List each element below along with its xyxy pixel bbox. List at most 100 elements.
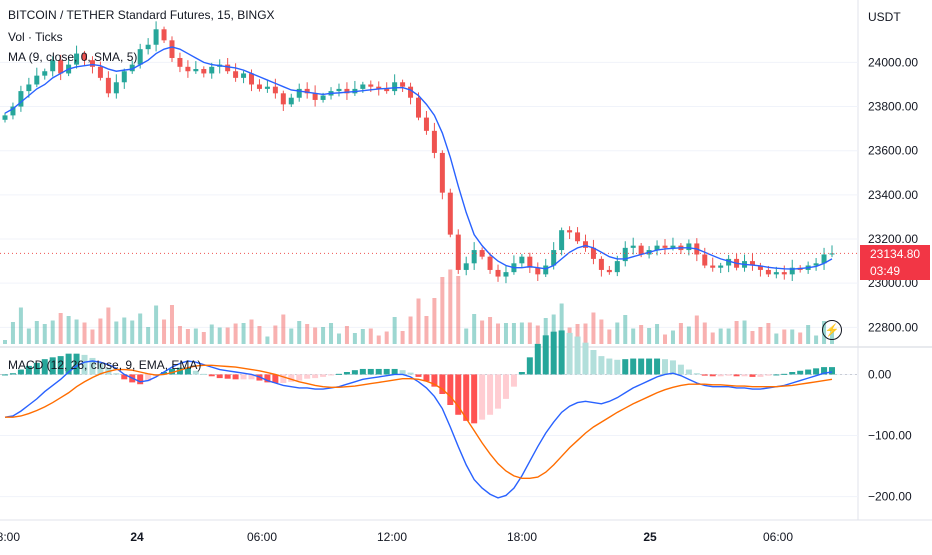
candle-body [272,86,278,94]
macd-histogram-bar [431,374,438,387]
candle-body [614,261,620,273]
candle-body [169,40,175,58]
volume-bar [503,323,508,344]
volume-bar [185,329,190,344]
volume-bar [543,318,548,344]
macd-histogram-bar [184,367,191,375]
macd-histogram-bar [9,373,16,375]
macd-signal-line [5,364,833,480]
candle-body [408,86,414,98]
macd-histogram-bar [693,373,700,375]
volume-bar [488,317,493,344]
macd-histogram-bar [65,353,72,375]
candle-body [749,261,755,266]
macd-histogram-bar [487,374,494,415]
macd-histogram-bar [662,359,669,375]
time-tick-label: 24 [130,530,144,544]
macd-histogram-bar [176,367,183,375]
macd-histogram-bar [168,368,175,375]
macd-histogram-bar [510,374,517,387]
candle-body [193,69,199,72]
volume-bar [82,322,87,344]
candle-body [670,245,676,248]
candle-body [177,57,183,67]
lightning-icon[interactable]: ⚡ [822,320,842,340]
candle-body [829,253,835,255]
volume-bar [535,325,540,344]
candle-body [249,73,255,85]
macd-histogram-bar [145,374,152,382]
volume-bar [384,331,389,344]
macd-histogram-bar [375,368,382,375]
candle-body [718,265,724,268]
candle-body [344,88,350,94]
candle-body [439,152,445,193]
candle-body [18,91,24,107]
macd-histogram-bar [606,358,613,375]
volume-bar [814,335,819,344]
volume-bar [265,336,270,344]
macd-histogram-bar [733,374,740,377]
macd-histogram-bar [161,372,168,375]
volume-bar [217,327,222,344]
volume-bar [440,277,445,344]
macd-histogram-bar [741,374,748,377]
volume-bar [678,323,683,344]
candle-body [384,88,390,92]
macd-histogram-bar [351,370,358,375]
candle-body [551,250,557,266]
macd-histogram-bar [328,374,335,376]
macd-histogram-bar [781,373,788,375]
candle-body [376,86,382,89]
symbol-title[interactable]: BITCOIN / TETHER Standard Futures, 15, B… [8,8,275,22]
macd-histogram-bar [725,374,732,376]
macd-histogram-bar [829,367,835,375]
time-tick-label: 06:00 [763,530,793,544]
candle-body [519,256,525,264]
volume-bar [607,329,612,344]
macd-histogram-bar [542,335,549,375]
ma-line [4,46,833,270]
volume-bar [774,333,779,344]
candle-body [201,69,207,74]
volume-bar [583,323,588,344]
candle-body [296,88,302,98]
volume-legend[interactable]: Vol · Ticks [8,30,63,44]
candle-body [789,267,795,275]
volume-bar [782,329,787,344]
volume-bar [66,316,71,344]
volume-bar [297,321,302,344]
macd-histogram-bar [821,367,828,375]
volume-bar [225,327,230,344]
volume-bar [766,323,771,344]
macd-histogram-bar [208,374,215,377]
volume-bar [511,323,516,344]
macd-histogram-bar [701,374,708,376]
last-price-badge: 23134.80 [860,245,930,263]
macd-histogram-bar [312,374,319,379]
macd-legend[interactable]: MACD (12, 26, close, 9, EMA, EMA) [8,358,202,372]
volume-bar [98,318,103,344]
candle-body [622,247,628,262]
time-tick-label: 25 [643,530,657,544]
time-tick-label: 12:00 [377,530,407,544]
candle-body [360,84,366,89]
candle-body [129,64,135,72]
macd-histogram-bar [797,370,804,375]
macd-histogram-bar [288,374,295,382]
macd-histogram-bar [773,374,780,376]
volume-bar [154,305,159,344]
candle-body [773,272,779,275]
candle-body [757,265,763,270]
volume-bar [448,269,453,344]
price-tick-label: 24000.00 [868,55,918,69]
volume-bar [233,323,238,344]
macd-histogram-bar [240,374,247,380]
candle-body [416,97,421,118]
candle-body [288,97,294,105]
volume-bar [313,327,318,344]
macd-histogram-bar [33,362,40,375]
macd-histogram-bar [518,372,525,375]
ma-legend[interactable]: MA (9, close, 0, SMA, 5) [8,50,138,64]
